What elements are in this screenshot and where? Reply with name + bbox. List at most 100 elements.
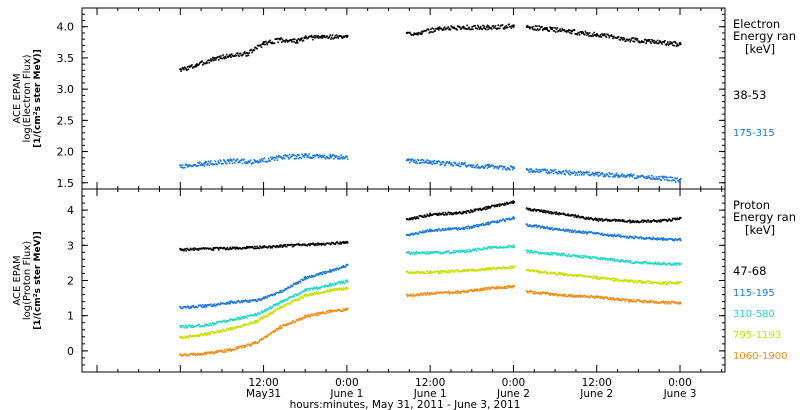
data-point: [465, 290, 468, 292]
data-point: [424, 160, 427, 163]
data-point: [215, 59, 217, 61]
data-point: [677, 282, 680, 285]
data-point: [182, 248, 185, 251]
data-point: [651, 38, 653, 41]
data-point: [324, 270, 327, 273]
data-point: [615, 235, 618, 238]
x-tick-label: 0:00: [668, 377, 692, 389]
data-point: [273, 42, 276, 44]
data-point: [601, 218, 603, 220]
legend-title: Electron: [733, 17, 780, 31]
data-point: [566, 214, 569, 217]
data-point: [481, 289, 484, 291]
data-point: [333, 282, 336, 284]
data-point: [555, 253, 558, 256]
data-point: [291, 41, 293, 43]
data-point: [582, 216, 585, 218]
data-point: [334, 34, 337, 37]
data-point: [614, 220, 617, 223]
data-point: [323, 286, 326, 288]
data-point: [187, 305, 190, 308]
data-point: [258, 247, 261, 250]
y-tick-label: 4: [67, 204, 74, 217]
data-point: [209, 333, 211, 336]
data-point: [294, 321, 297, 323]
data-point: [444, 163, 447, 166]
data-point: [539, 28, 541, 31]
data-point: [528, 26, 530, 28]
data-point: [222, 162, 224, 165]
data-point: [545, 226, 548, 229]
data-point: [486, 248, 489, 250]
data-point: [304, 35, 307, 37]
data-point: [204, 351, 207, 354]
data-point: [334, 268, 337, 270]
data-point: [422, 159, 425, 161]
data-point: [195, 63, 199, 66]
data-point: [661, 238, 663, 240]
data-point: [544, 291, 546, 294]
data-point: [651, 174, 653, 177]
data-point: [671, 42, 673, 45]
data-point: [509, 285, 511, 287]
data-point: [333, 269, 335, 272]
data-point: [409, 217, 411, 220]
data-point: [564, 253, 566, 256]
data-point: [465, 226, 468, 228]
data-point: [663, 283, 665, 285]
y-tick-label: 3: [67, 239, 74, 252]
data-point: [183, 337, 185, 340]
data-point: [417, 217, 420, 220]
data-point: [565, 31, 568, 33]
data-point: [625, 235, 627, 237]
data-point: [666, 179, 668, 181]
data-point: [485, 28, 487, 31]
x-tick-label: June 2: [496, 388, 530, 400]
data-point: [671, 219, 673, 222]
data-point: [288, 153, 291, 156]
data-point: [206, 164, 208, 166]
data-point: [322, 311, 325, 314]
data-point: [676, 301, 679, 304]
data-point: [674, 263, 676, 265]
data-point: [300, 38, 303, 41]
data-point: [446, 291, 449, 294]
data-point: [496, 220, 499, 222]
data-point: [465, 212, 468, 215]
data-point: [432, 160, 434, 163]
data-point: [411, 158, 414, 161]
data-point: [207, 59, 210, 61]
data-point: [339, 241, 342, 243]
data-point: [557, 273, 559, 276]
data-point: [247, 323, 250, 326]
data-point: [315, 314, 318, 317]
data-point: [275, 246, 277, 249]
data-point: [483, 166, 486, 169]
data-point: [215, 350, 218, 352]
data-point: [262, 296, 265, 299]
data-point: [505, 285, 508, 288]
data-point: [672, 44, 674, 47]
data-point: [330, 310, 332, 313]
data-point: [488, 206, 491, 208]
legend-entry: 310-580: [733, 309, 775, 320]
data-point: [456, 292, 458, 295]
legend-title: [keV]: [745, 223, 775, 237]
data-point: [598, 217, 600, 220]
data-point: [485, 222, 487, 225]
data-point: [608, 298, 611, 300]
data-point: [471, 249, 473, 252]
data-point: [528, 223, 531, 226]
data-point: [642, 300, 645, 303]
data-point: [321, 273, 324, 275]
data-point: [622, 280, 625, 283]
data-point: [484, 165, 487, 168]
data-point: [292, 244, 295, 246]
data-point: [243, 158, 245, 161]
data-point: [438, 26, 441, 28]
data-point: [241, 248, 243, 250]
data-point: [649, 219, 652, 222]
data-point: [659, 281, 662, 284]
data-point: [209, 162, 211, 164]
data-point: [562, 253, 565, 256]
